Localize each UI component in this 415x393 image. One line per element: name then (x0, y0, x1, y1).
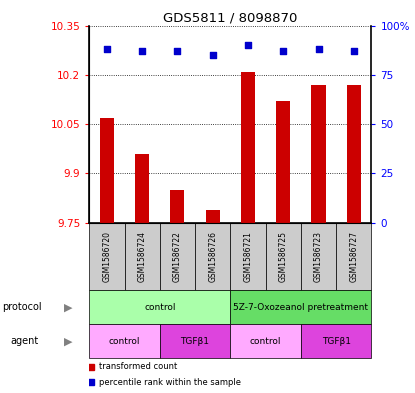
Title: GDS5811 / 8098870: GDS5811 / 8098870 (163, 11, 298, 24)
Point (174, 48, 181, 54)
Point (350, 48, 357, 54)
Bar (206, 209, 220, 223)
Bar (266, 223, 301, 290)
Text: control: control (144, 303, 176, 312)
Text: GSM1586720: GSM1586720 (103, 231, 111, 282)
Bar (89, 223, 124, 290)
Point (280, 48, 287, 54)
Bar (195, 223, 230, 290)
Text: GSM1586727: GSM1586727 (349, 231, 358, 282)
Bar (160, 223, 195, 290)
Bar (347, 85, 361, 223)
Bar (230, 290, 371, 324)
Text: 5Z-7-Oxozeanol pretreatment: 5Z-7-Oxozeanol pretreatment (233, 303, 369, 312)
Point (210, 52, 216, 58)
Text: control: control (109, 337, 140, 346)
Bar (311, 85, 326, 223)
Text: GSM1586722: GSM1586722 (173, 231, 182, 282)
Text: protocol: protocol (2, 302, 42, 312)
Text: GSM1586726: GSM1586726 (208, 231, 217, 282)
Bar (301, 223, 336, 290)
Text: percentile rank within the sample: percentile rank within the sample (99, 378, 241, 387)
Text: ▶: ▶ (64, 302, 73, 312)
Text: agent: agent (10, 336, 39, 346)
Text: TGFβ1: TGFβ1 (322, 337, 351, 346)
Text: TGFβ1: TGFβ1 (181, 337, 210, 346)
Bar (89, 290, 230, 324)
Bar (100, 118, 114, 223)
Bar (336, 223, 371, 290)
Bar (241, 72, 255, 223)
Point (139, 48, 146, 54)
Point (315, 46, 322, 52)
Bar (170, 190, 184, 223)
Text: control: control (250, 337, 281, 346)
Text: ▶: ▶ (64, 336, 73, 346)
Text: GSM1586723: GSM1586723 (314, 231, 323, 282)
Bar (301, 324, 371, 358)
Bar (135, 154, 149, 223)
Point (104, 46, 110, 52)
Bar (230, 223, 266, 290)
Bar (160, 324, 230, 358)
Bar (276, 101, 290, 223)
Text: GSM1586725: GSM1586725 (279, 231, 288, 282)
Text: GSM1586721: GSM1586721 (244, 231, 252, 282)
Text: GSM1586724: GSM1586724 (138, 231, 146, 282)
Point (245, 42, 251, 48)
Text: transformed count: transformed count (99, 362, 177, 371)
Bar (89, 324, 160, 358)
Bar (230, 324, 301, 358)
Bar (124, 223, 160, 290)
